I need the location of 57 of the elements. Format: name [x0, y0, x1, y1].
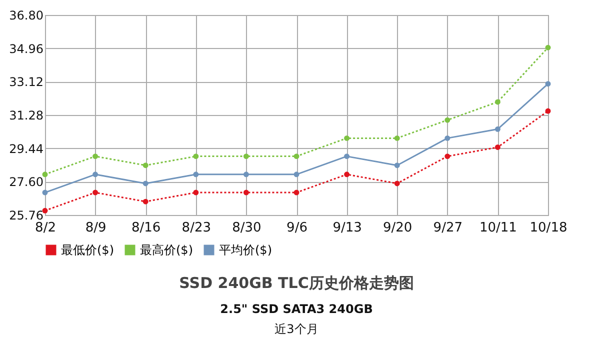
point	[444, 135, 450, 141]
point	[344, 154, 350, 160]
point	[42, 172, 48, 178]
point	[142, 162, 148, 168]
x-tick-label: 10/18	[530, 220, 568, 236]
point	[243, 172, 249, 178]
legend-label: 最低价($)	[61, 243, 114, 257]
point	[494, 99, 500, 105]
x-tick-label: 8/16	[132, 220, 161, 236]
point	[243, 154, 249, 160]
point	[142, 198, 148, 204]
point	[193, 172, 199, 178]
point	[344, 172, 350, 178]
point	[394, 135, 400, 141]
point	[294, 172, 300, 178]
text: SSD 240GB TLC历史价格走势图	[178, 274, 415, 293]
y-tick-label: 33.12	[9, 75, 44, 90]
y-tick-label: 31.28	[9, 108, 44, 122]
x-tick-label: 8/9	[85, 220, 106, 236]
y-tick-label: 36.80	[9, 8, 44, 22]
point	[344, 135, 350, 141]
point	[294, 190, 300, 196]
y-tick-label: 25.76	[9, 208, 44, 222]
point	[444, 117, 450, 123]
point	[545, 108, 551, 114]
x-tick-label: 8/23	[182, 220, 211, 236]
x-tick-label: 9/13	[332, 220, 362, 236]
text: 近3个月	[274, 321, 320, 338]
point	[142, 180, 148, 186]
point	[494, 126, 500, 132]
x-tick-label: 9/27	[433, 220, 462, 236]
x-tick-label: 9/20	[383, 220, 412, 236]
point	[92, 172, 98, 178]
point	[494, 144, 500, 150]
point	[444, 154, 450, 160]
y-tick-label: 34.96	[9, 42, 44, 56]
point	[92, 190, 98, 196]
point	[193, 190, 199, 196]
legend-label: 最高价($)	[140, 243, 193, 257]
x-tick-label: 10/11	[479, 220, 517, 236]
point	[545, 44, 551, 50]
point	[243, 190, 249, 196]
text: 2.5" SSD SATA3 240GB	[219, 302, 374, 316]
point	[42, 208, 48, 214]
point	[545, 81, 551, 87]
y-tick-label: 29.44	[9, 142, 44, 156]
legend-label: 平均价($)	[219, 243, 272, 257]
point	[193, 154, 199, 160]
point	[294, 154, 300, 160]
x-tick-label: 8/2	[35, 220, 56, 236]
x-tick-label: 9/6	[286, 220, 308, 236]
y-tick-label: 27.60	[9, 175, 44, 190]
point	[42, 190, 48, 196]
point	[394, 162, 400, 168]
point	[92, 154, 98, 160]
point	[394, 180, 400, 186]
x-tick-label: 8/30	[232, 220, 262, 236]
